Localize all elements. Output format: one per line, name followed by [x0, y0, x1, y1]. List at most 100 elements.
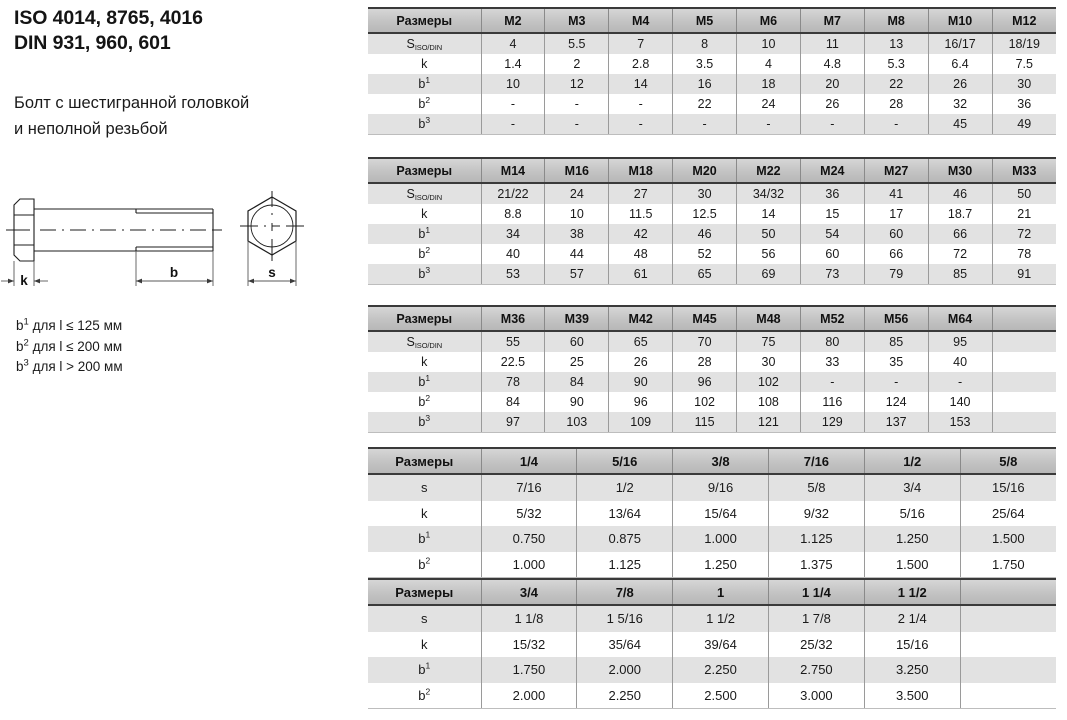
table-cell: 28 — [863, 94, 929, 114]
table-cell: 1.000 — [672, 526, 769, 552]
table-cell: - — [480, 114, 545, 135]
table-cell: 55 — [480, 331, 545, 352]
table-cell: 25 — [544, 352, 609, 372]
column-header-M10: M10 — [927, 7, 993, 34]
footnote-superscript: 3 — [23, 357, 29, 369]
table-cell: 1.500 — [863, 551, 961, 578]
row-label: b1 — [368, 526, 481, 552]
table-cell: 7.5 — [991, 54, 1056, 74]
table-cell: 2 — [544, 54, 609, 74]
table-cell-empty — [991, 412, 1056, 433]
row-label: b3 — [368, 114, 482, 135]
column-header-sizes: Размеры — [368, 305, 482, 332]
table-cell: 79 — [863, 264, 929, 285]
table-cell: 5.3 — [863, 54, 929, 74]
table-cell: 16 — [672, 74, 737, 94]
table-cell: 32 — [927, 94, 993, 114]
table-cell: 0.875 — [576, 526, 673, 552]
table-cell: 72 — [991, 224, 1056, 244]
table-cell: 1.250 — [863, 526, 961, 552]
table-cell: 109 — [608, 412, 673, 433]
left-info-panel: ISO 4014, 8765, 4016 DIN 931, 960, 601 Б… — [0, 0, 360, 720]
table-cell: 96 — [608, 392, 673, 412]
table-cell: 22 — [672, 94, 737, 114]
product-description: Болт с шестигранной головкой и неполной … — [14, 90, 354, 142]
table-cell: 42 — [608, 224, 673, 244]
footnote-symbol: b — [16, 338, 24, 354]
table-cell: 137 — [863, 412, 929, 433]
table-cell: 2.000 — [576, 657, 673, 683]
table-cell-empty — [991, 352, 1056, 372]
row-label: s — [368, 474, 481, 501]
table-cell: 60 — [863, 224, 929, 244]
row-label: k — [368, 204, 482, 224]
table-cell: 90 — [608, 372, 673, 392]
table-row: k 5/32 13/64 15/64 9/32 5/16 25/64 — [368, 500, 1056, 526]
table-cell: 18 — [736, 74, 801, 94]
table-cell: 78 — [991, 244, 1056, 264]
table-row: SISO/DIN 55 60 65 70 75 80 85 95 — [368, 331, 1056, 352]
table-row: SISO/DIN 4 5.5 7 8 10 11 13 16/17 18/19 — [368, 33, 1056, 54]
row-label: SISO/DIN — [368, 183, 482, 204]
table-cell: 84 — [480, 392, 545, 412]
table-cell: 46 — [927, 183, 993, 204]
row-label: b2 — [368, 551, 481, 578]
table-cell: 102 — [672, 392, 737, 412]
row-label: b2 — [368, 244, 482, 264]
row-label-subscript: ISO/DIN — [414, 193, 443, 202]
table-cell: 2 1/4 — [863, 605, 961, 632]
table-cell: - — [799, 114, 865, 135]
table-cell: 60 — [799, 244, 865, 264]
table-cell: 27 — [608, 183, 673, 204]
table-cell: 49 — [991, 114, 1056, 135]
column-header-5-16: 5/16 — [576, 447, 673, 475]
table-cell: - — [927, 372, 993, 392]
table-cell: 2.750 — [767, 657, 865, 683]
dimension-label-s: s — [268, 265, 276, 280]
row-label-superscript: 2 — [425, 686, 431, 697]
table-cell: - — [863, 114, 929, 135]
column-header-M22: M22 — [736, 157, 801, 184]
table-cell: 21 — [991, 204, 1056, 224]
table-row: b2- - -22 24 26 28 32 36 — [368, 94, 1056, 114]
table-header-row: Размеры M2 M3 M4 M5 M6 M7 M8 M10 M12 — [368, 7, 1056, 34]
table-cell: 35 — [863, 352, 929, 372]
footnote-text: для l ≤ 125 мм — [28, 318, 123, 333]
table-cell: 1 1/2 — [672, 605, 769, 632]
table-cell: 8 — [672, 33, 737, 54]
row-label-superscript: 2 — [425, 94, 431, 105]
dimension-arrows-b — [136, 278, 213, 284]
table-cell: 4 — [736, 54, 801, 74]
table-cell: 48 — [608, 244, 673, 264]
table-cell: 18.7 — [927, 204, 993, 224]
table-cell: 10 — [736, 33, 801, 54]
table-cell: 95 — [927, 331, 993, 352]
table-cell: 22.5 — [480, 352, 545, 372]
table-row: k 22.5 25 26 28 30 33 35 40 — [368, 352, 1056, 372]
table-header-row: Размеры 1/4 5/16 3/8 7/16 1/2 5/8 — [368, 447, 1056, 475]
table-cell: 15 — [799, 204, 865, 224]
table-cell: - — [863, 372, 929, 392]
column-header-empty — [959, 578, 1056, 606]
table-cell: 13 — [863, 33, 929, 54]
table-cell: 7/16 — [480, 474, 577, 501]
table-row: b3 97 103 109 115 121 129 137 153 — [368, 412, 1056, 433]
dimension-arrows-s — [248, 278, 296, 284]
column-header-M24: M24 — [799, 157, 865, 184]
table-cell: 91 — [991, 264, 1056, 285]
table-cell: 1 7/8 — [767, 605, 865, 632]
table-cell: 124 — [863, 392, 929, 412]
table-cell-empty — [991, 331, 1056, 352]
table-cell: 10 — [544, 204, 609, 224]
table-cell: - — [736, 114, 801, 135]
table-cell: 44 — [544, 244, 609, 264]
table-cell: 121 — [736, 412, 801, 433]
table-cell: 11.5 — [608, 204, 673, 224]
table-cell: 30 — [736, 352, 801, 372]
table-cell: 4 — [480, 33, 545, 54]
column-header-M5: M5 — [672, 7, 737, 34]
table-cell: 72 — [927, 244, 993, 264]
table-cell: 153 — [927, 412, 993, 433]
dimension-lines-s — [247, 241, 297, 286]
table-cell: 33 — [799, 352, 865, 372]
